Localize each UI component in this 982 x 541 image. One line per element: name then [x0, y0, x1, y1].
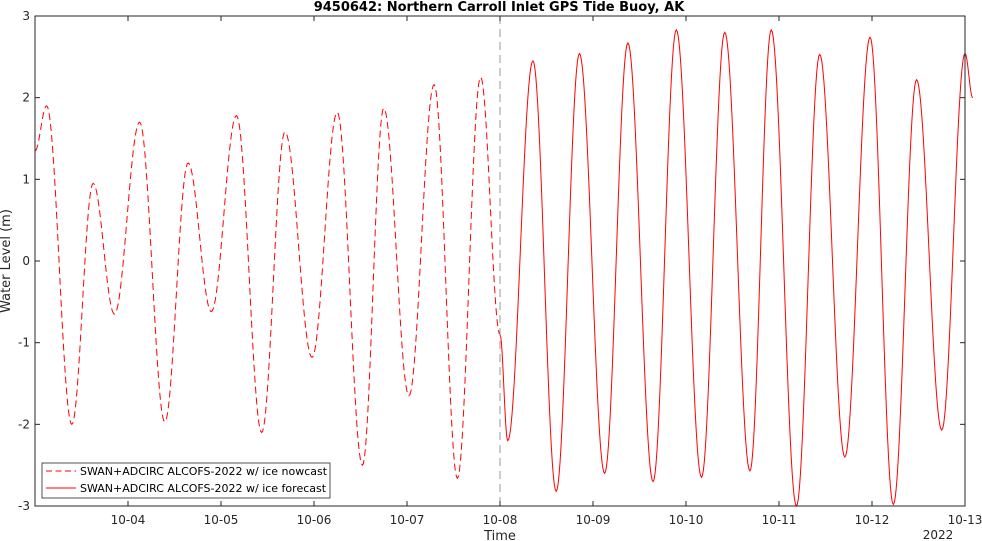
series-line-nowcast [34, 76, 501, 480]
series-line-forecast [499, 28, 974, 508]
y-tick-label: 1 [22, 172, 30, 186]
x-tick-label: 10-10 [669, 513, 704, 527]
y-tick-label: -3 [18, 499, 30, 513]
y-tick-label: 3 [22, 9, 30, 23]
year-label: 2022 [923, 528, 954, 541]
x-tick-label: 10-13 [948, 513, 982, 527]
legend: SWAN+ADCIRC ALCOFS-2022 w/ ice nowcast S… [41, 462, 331, 499]
x-axis-label: Time [483, 529, 516, 541]
x-axis: 10-04 10-05 10-06 10-07 10-08 10-09 10-10 10-11… [111, 16, 982, 527]
chart-title: 9450642: Northern Carroll Inlet GPS Tide… [314, 0, 685, 15]
y-axis-label: Water Level (m) [0, 209, 14, 313]
legend-box [41, 462, 331, 499]
x-tick-label: 10-04 [111, 513, 146, 527]
y-tick-label: -1 [18, 336, 30, 350]
legend-label-nowcast: SWAN+ADCIRC ALCOFS-2022 w/ ice nowcast [80, 465, 328, 478]
x-tick-label: 10-11 [762, 513, 797, 527]
x-tick-label: 10-07 [390, 513, 425, 527]
x-tick-label: 10-09 [576, 513, 611, 527]
x-tick-label: 10-06 [297, 513, 332, 527]
x-tick-label: 10-08 [483, 513, 518, 527]
legend-label-forecast: SWAN+ADCIRC ALCOFS-2022 w/ ice forecast [80, 482, 327, 495]
y-tick-label: -2 [18, 417, 30, 431]
x-tick-label: 10-05 [204, 513, 239, 527]
y-axis: -3 -2 -1 0 1 2 3 [18, 9, 965, 513]
series-layer [34, 28, 974, 508]
y-tick-label: 0 [22, 254, 30, 268]
x-tick-label: 10-12 [855, 513, 890, 527]
y-tick-label: 2 [22, 91, 30, 105]
